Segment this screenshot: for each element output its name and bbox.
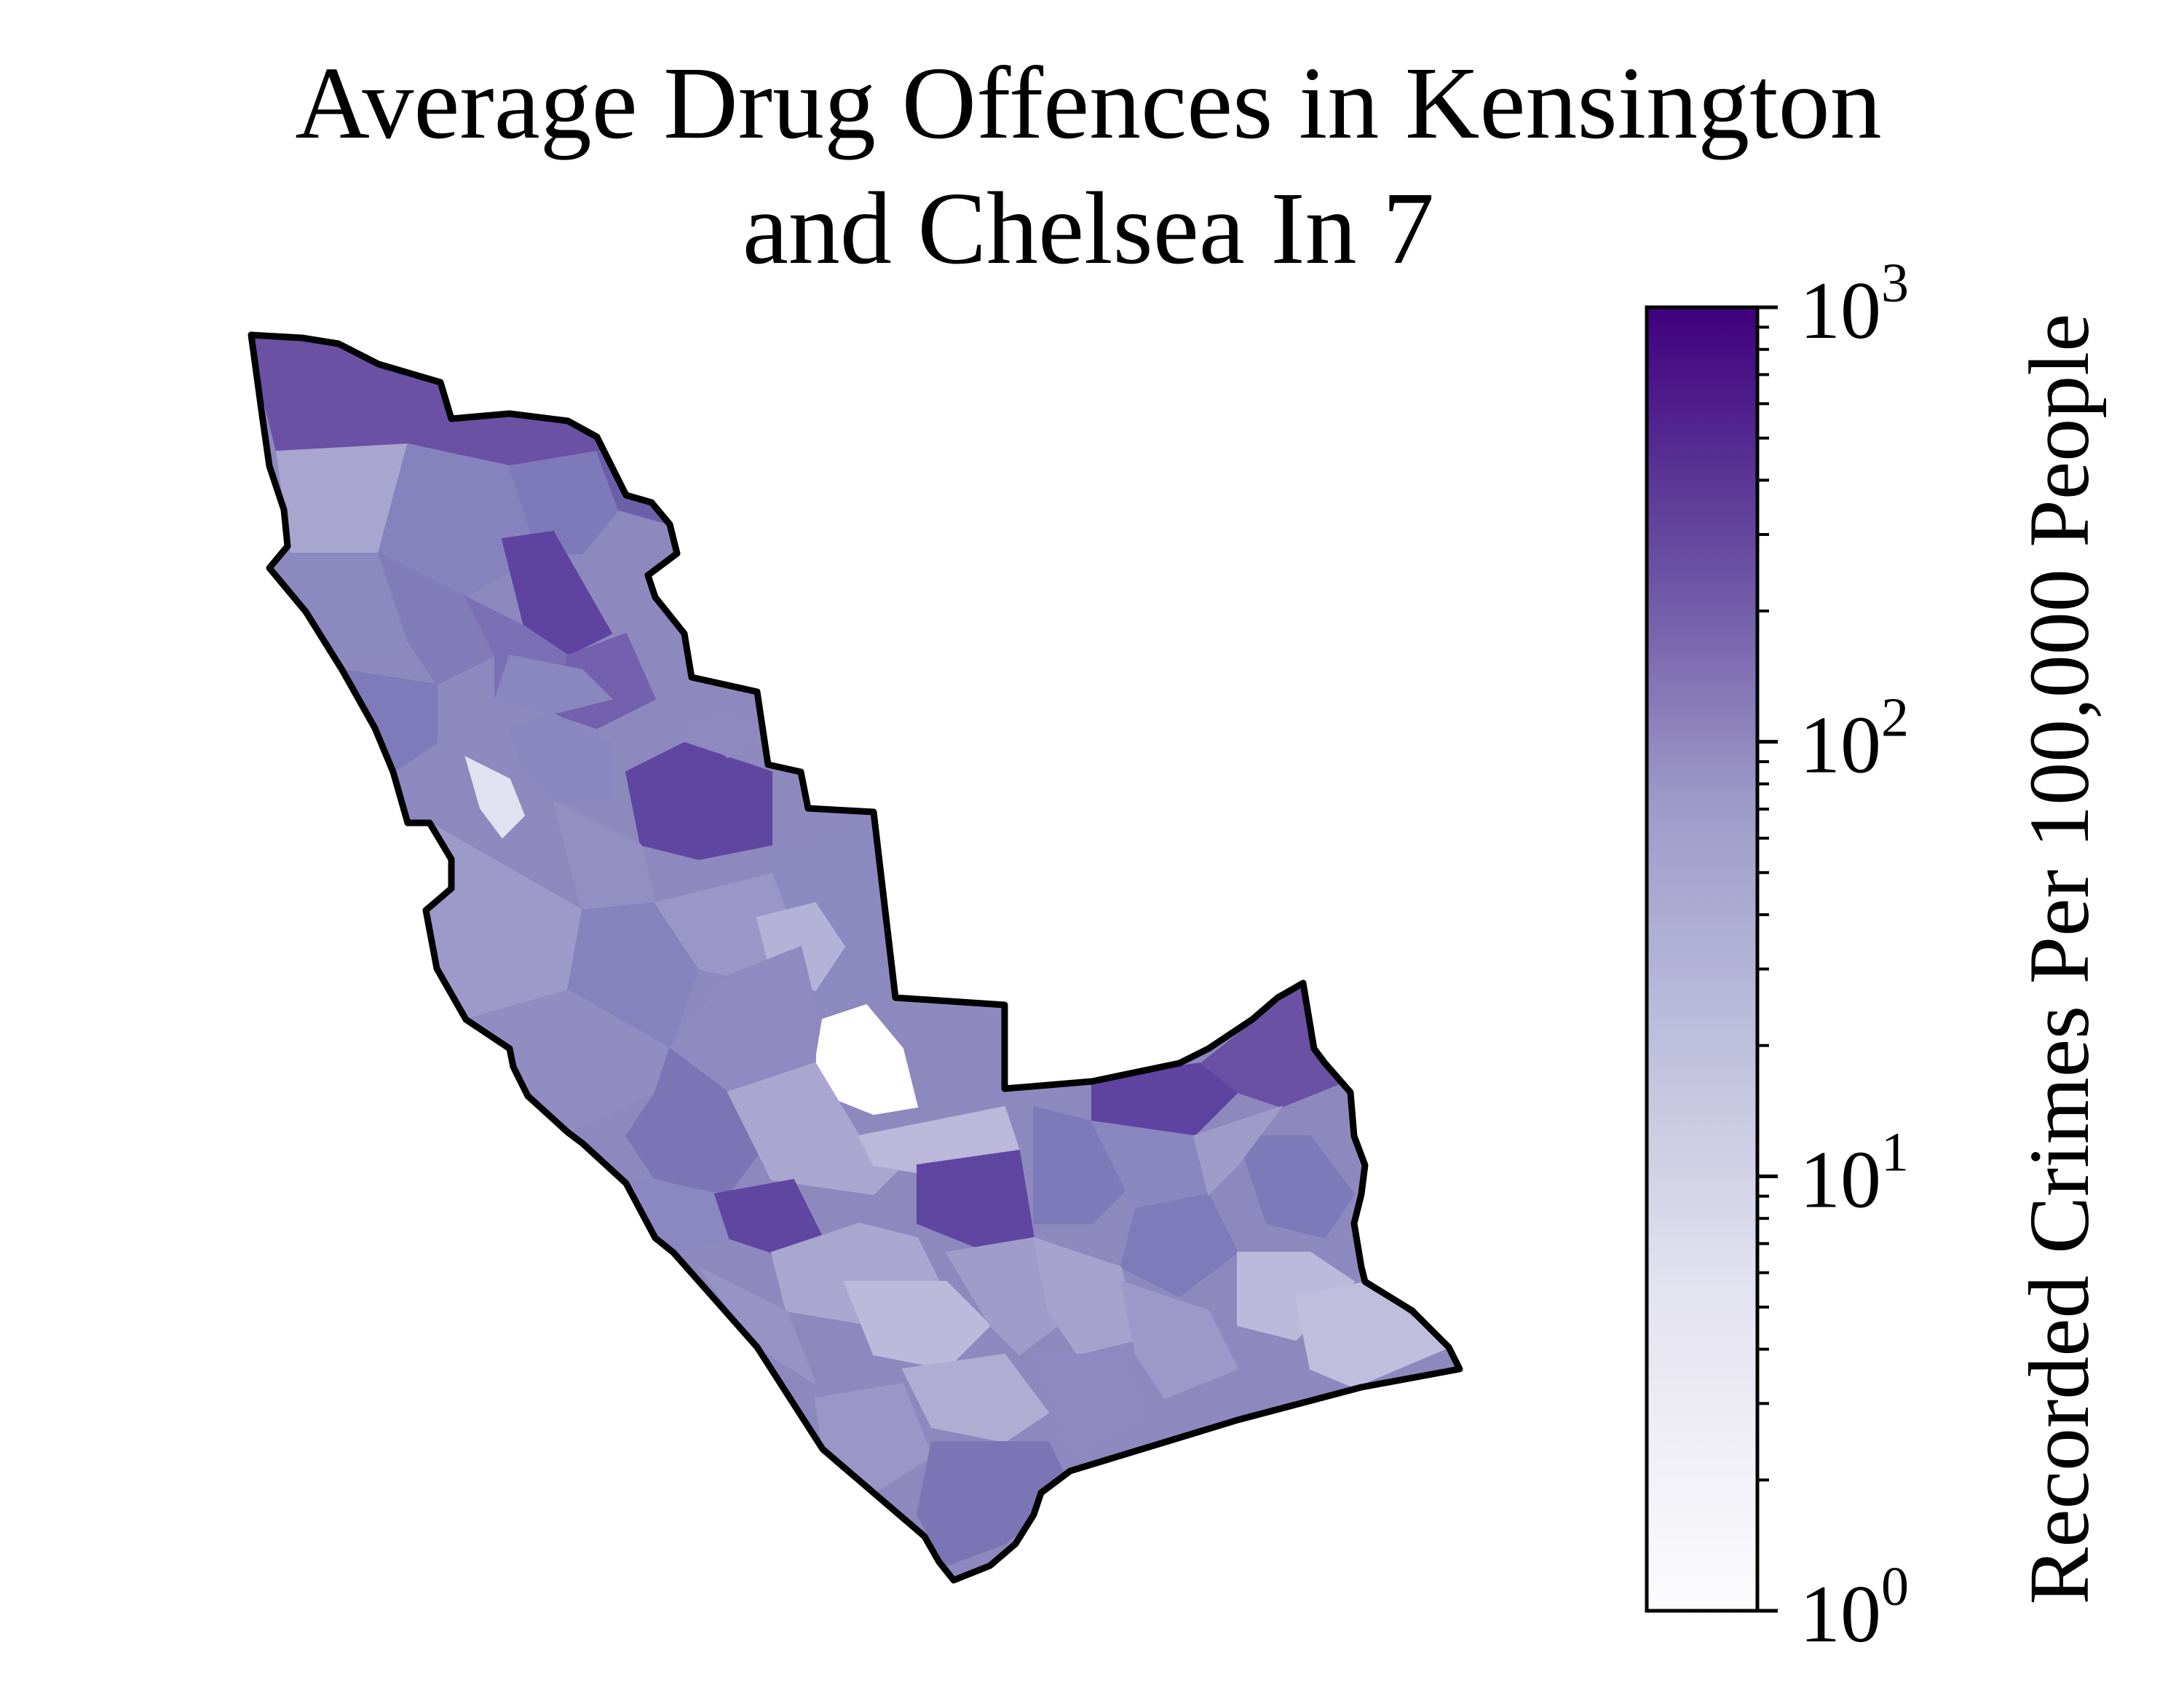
ward-region xyxy=(1236,1135,1356,1239)
colorbar-tick-label: 101 xyxy=(1800,1121,1909,1225)
ward-region xyxy=(464,756,526,839)
ward-region xyxy=(1033,1105,1137,1224)
ward-region xyxy=(1091,1062,1239,1137)
ward-region xyxy=(377,443,540,599)
colorbar-tick-label: 102 xyxy=(1800,687,1909,791)
ward-region xyxy=(843,1281,992,1370)
ward-region xyxy=(916,1441,1072,1567)
colorbar-tick-label: 100 xyxy=(1800,1556,1909,1660)
ward-region xyxy=(1032,1354,1152,1458)
ward-region xyxy=(1120,1193,1239,1298)
ward-regions xyxy=(251,335,1450,1567)
map-title-line-1: Average Drug Offences in Kensington xyxy=(295,45,1882,160)
ward-region xyxy=(1120,1280,1239,1400)
map-title: Average Drug Offences in Kensington and … xyxy=(0,40,2177,291)
ward-region xyxy=(508,712,612,802)
colorbar-tick-label: 103 xyxy=(1800,253,1909,356)
colorbar-gradient xyxy=(1645,305,1760,1613)
ward-region xyxy=(625,741,772,861)
map-title-line-2: and Chelsea In 7 xyxy=(742,170,1435,285)
ward-region xyxy=(251,335,729,468)
ward-region xyxy=(566,902,700,1050)
colorbar-ticks: 100 101 102 103 xyxy=(1757,253,1909,1660)
ward-region xyxy=(494,654,613,715)
ward-region xyxy=(1032,1236,1137,1356)
ward-region xyxy=(901,1353,1050,1443)
borough-boundary xyxy=(248,331,1463,1584)
borough-choropleth xyxy=(251,335,1460,1580)
colorbar: 100 101 102 103 Recorded Crimes Per 100,000… xyxy=(1645,253,2107,1660)
colorbar-label: Recorded Crimes Per 100,000 People xyxy=(2011,314,2107,1605)
ward-region xyxy=(377,552,496,686)
ward-region xyxy=(682,712,759,759)
ward-region xyxy=(1294,1280,1450,1389)
ward-region xyxy=(1192,1105,1283,1196)
